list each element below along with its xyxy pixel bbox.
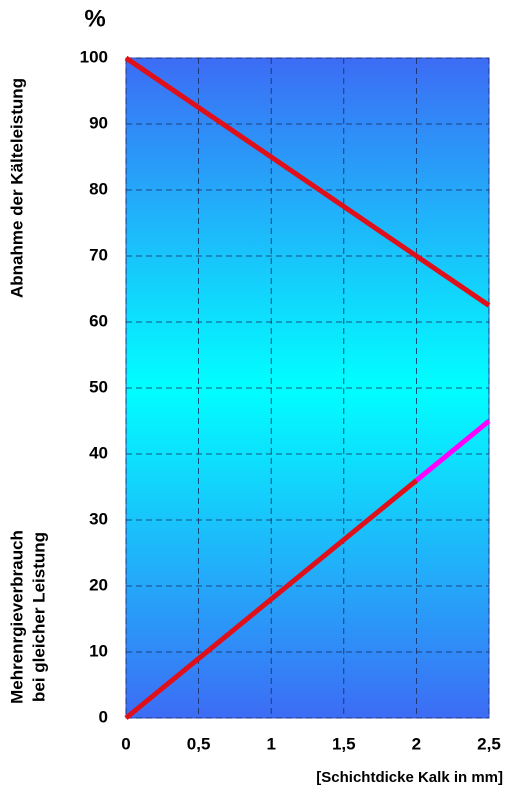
y-tick-label: 30 [89, 509, 108, 528]
y-tick-label: 90 [89, 113, 108, 132]
y-tick-label: 40 [89, 443, 108, 462]
x-tick-label: 0 [121, 734, 130, 753]
x-axis-label: [Schichtdicke Kalk in mm] [316, 769, 503, 786]
y-tick-label: 80 [89, 179, 108, 198]
x-tick-label: 2 [412, 734, 421, 753]
y-tick-label: 20 [89, 575, 108, 594]
y-tick-label: 0 [99, 707, 108, 726]
line-series [124, 55, 491, 308]
y-axis-label: bei gleicher Leistung [29, 532, 48, 702]
x-tick-label: 1,5 [332, 734, 356, 753]
y-axis-label: Mehrenrgieverbrauch [7, 530, 26, 704]
x-tick-label: 1 [266, 734, 275, 753]
x-tick-label: 2,5 [477, 734, 501, 753]
line-series [124, 478, 418, 720]
y-tick-label: 70 [89, 245, 108, 264]
unit-label: % [84, 5, 105, 32]
y-tick-label: 50 [89, 377, 108, 396]
x-tick-label: 0,5 [187, 734, 211, 753]
y-tick-label: 100 [80, 47, 108, 66]
y-tick-label: 60 [89, 311, 108, 330]
line-series [414, 419, 491, 483]
y-tick-label: 10 [89, 641, 108, 660]
y-axis-label: Abnahme der Kälteleistung [7, 78, 26, 298]
